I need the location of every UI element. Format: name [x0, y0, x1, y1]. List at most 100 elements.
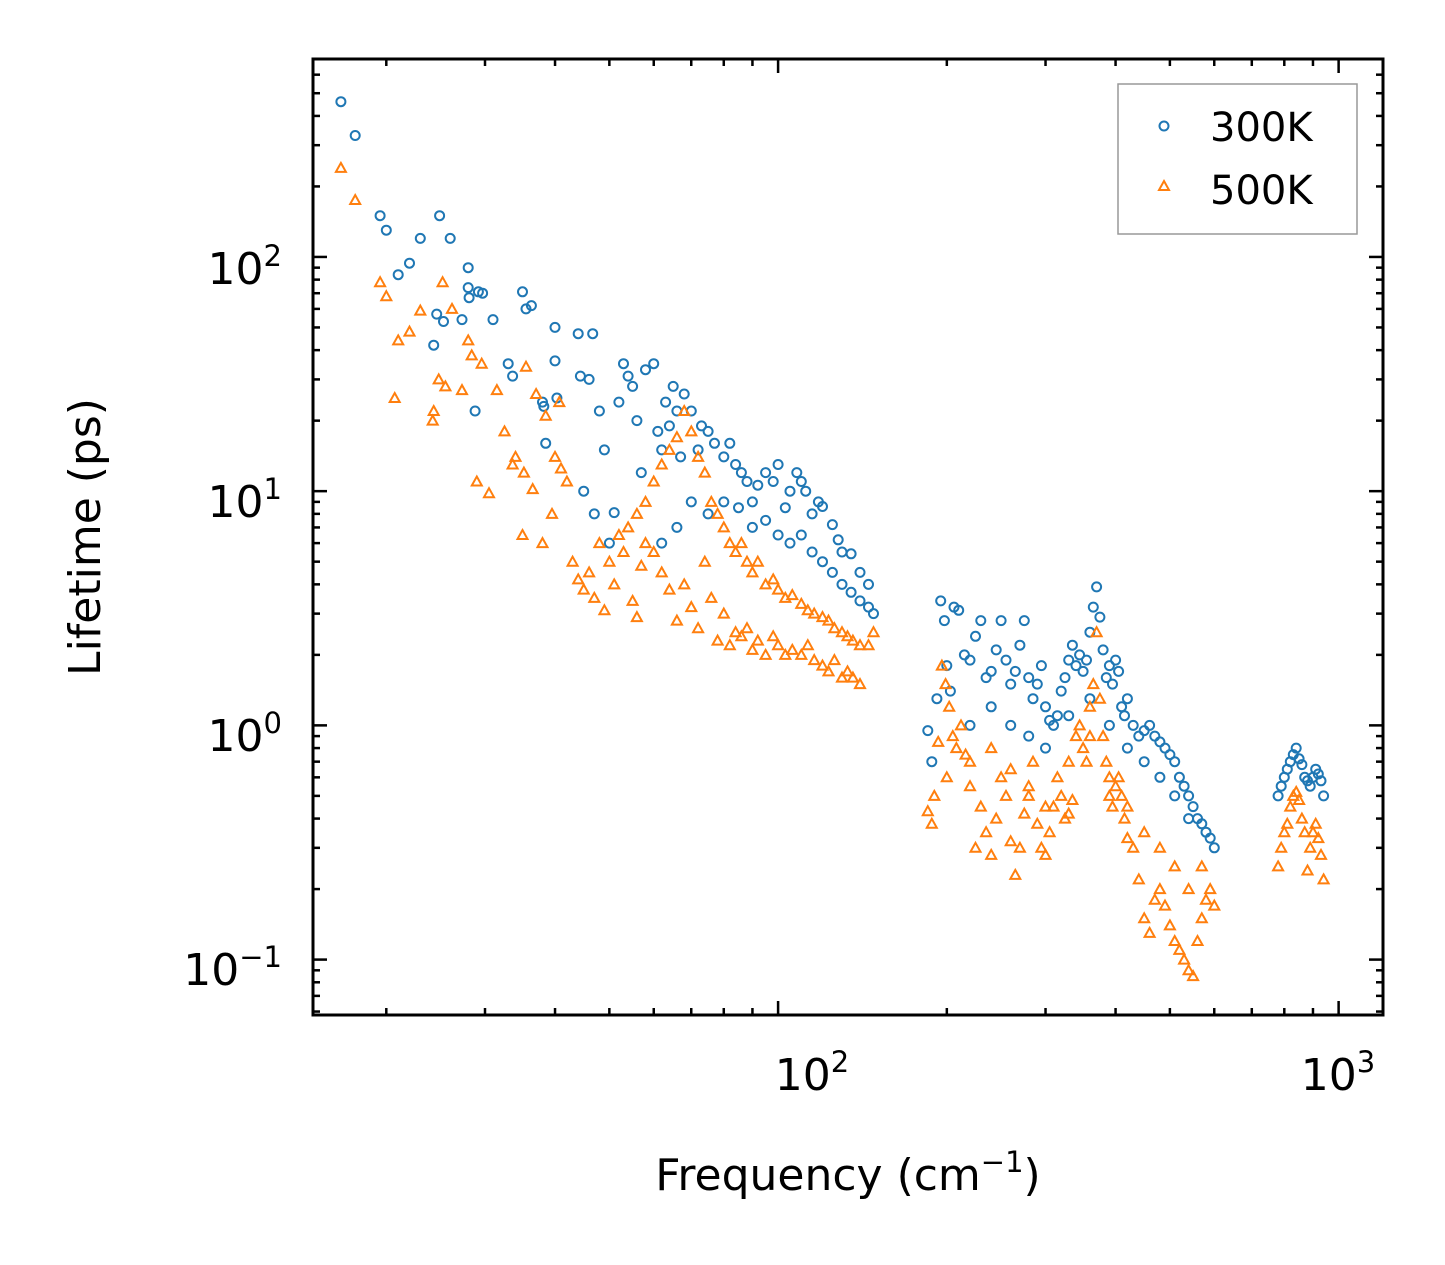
data-point-500k — [734, 629, 749, 642]
data-point-300k — [593, 405, 605, 417]
data-point-300k — [685, 496, 697, 508]
data-point-500k — [938, 677, 953, 690]
data-point-300k — [964, 719, 976, 731]
data-point-500k — [455, 383, 469, 396]
data-point-300k — [502, 358, 514, 370]
data-point-300k — [652, 425, 664, 437]
data-point-500k — [1026, 754, 1040, 767]
data-point-500k — [1050, 770, 1065, 783]
data-point-300k — [702, 508, 714, 520]
y-tick-label-100: 102 — [208, 239, 282, 295]
x-tick-label-1000: 103 — [1301, 1045, 1375, 1101]
data-point-500k — [1111, 770, 1126, 783]
data-point-500k — [785, 588, 799, 601]
data-point-300k — [1048, 719, 1059, 731]
data-point-500k — [728, 625, 743, 638]
data-point-500k — [1114, 788, 1129, 801]
data-point-500k — [835, 670, 849, 683]
data-point-500k — [1207, 898, 1221, 911]
data-point-500k — [1306, 825, 1320, 838]
y-tick-label-0.1: 10−1 — [183, 940, 282, 996]
data-point-500k — [766, 572, 780, 585]
data-point-500k — [751, 554, 765, 567]
data-point-300k — [648, 358, 660, 370]
data-point-500k — [1089, 625, 1104, 638]
data-point-500k — [465, 348, 479, 361]
data-point-500k — [717, 520, 731, 533]
data-point-300k — [1315, 775, 1327, 787]
data-point-300k — [800, 485, 812, 497]
data-point-500k — [921, 804, 935, 817]
data-point-500k — [728, 544, 743, 557]
data-point-300k — [640, 364, 651, 376]
data-point-500k — [577, 582, 591, 595]
data-point-500k — [1158, 898, 1172, 911]
data-point-500k — [1195, 911, 1209, 924]
data-point-500k — [994, 770, 1008, 783]
data-point-500k — [1013, 840, 1027, 853]
data-point-500k — [1054, 788, 1068, 801]
data-point-500k — [1283, 799, 1297, 812]
data-point-300k — [724, 437, 736, 449]
data-point-300k — [760, 467, 772, 479]
data-point-500k — [1017, 806, 1031, 819]
data-point-300k — [335, 96, 347, 108]
data-point-500k — [785, 642, 799, 655]
data-point-500k — [815, 610, 830, 623]
data-point-500k — [497, 424, 512, 437]
data-point-500k — [1117, 811, 1132, 824]
data-point-300k — [608, 507, 620, 519]
data-point-300k — [1196, 818, 1208, 830]
data-point-500k — [670, 430, 684, 443]
data-point-500k — [1083, 729, 1097, 742]
y-tick-label-1: 100 — [208, 706, 282, 762]
data-point-300k — [709, 437, 720, 449]
data-point-500k — [1008, 867, 1022, 880]
series-300k — [335, 96, 1330, 854]
data-point-300k — [1318, 790, 1330, 802]
data-point-300k — [1035, 660, 1047, 672]
data-point-500k — [545, 506, 559, 519]
data-point-500k — [597, 603, 612, 616]
data-point-500k — [740, 554, 754, 567]
data-point-300k — [1023, 672, 1035, 684]
data-point-500k — [638, 536, 653, 549]
data-point-500k — [1102, 788, 1117, 801]
data-point-300k — [613, 396, 625, 408]
data-point-300k — [444, 232, 456, 244]
data-point-500k — [413, 303, 427, 316]
data-point-300k — [1005, 719, 1017, 731]
data-point-500k — [587, 590, 601, 603]
data-point-300k — [1005, 678, 1017, 690]
data-point-300k — [540, 437, 552, 449]
data-point-500k — [1086, 677, 1100, 690]
data-point-300k — [667, 380, 679, 392]
data-point-300k — [931, 693, 943, 705]
data-point-500k — [621, 520, 635, 533]
data-point-300k — [1121, 693, 1133, 705]
data-point-500k — [846, 670, 860, 683]
data-point-500k — [691, 621, 705, 634]
data-point-500k — [1076, 741, 1090, 754]
data-point-500k — [840, 664, 855, 677]
data-point-300k — [1023, 730, 1035, 742]
axis-ticks — [313, 57, 1383, 1015]
data-point-500k — [630, 610, 644, 623]
data-point-300k — [1103, 660, 1115, 672]
svg-text:102: 102 — [208, 239, 282, 295]
data-point-500k — [1303, 840, 1317, 853]
data-point-500k — [1004, 834, 1018, 847]
data-point-500k — [1038, 799, 1053, 812]
data-point-500k — [807, 653, 821, 666]
data-point-300k — [746, 521, 758, 533]
legend-box — [1117, 83, 1358, 235]
data-point-300k — [767, 476, 779, 487]
data-point-500k — [426, 413, 440, 426]
data-point-500k — [815, 658, 830, 671]
data-point-500k — [519, 359, 533, 372]
data-point-500k — [827, 653, 842, 666]
data-point-500k — [607, 577, 621, 590]
data-point-500k — [710, 633, 725, 646]
data-point-300k — [922, 725, 934, 737]
data-point-300k — [1051, 710, 1063, 722]
